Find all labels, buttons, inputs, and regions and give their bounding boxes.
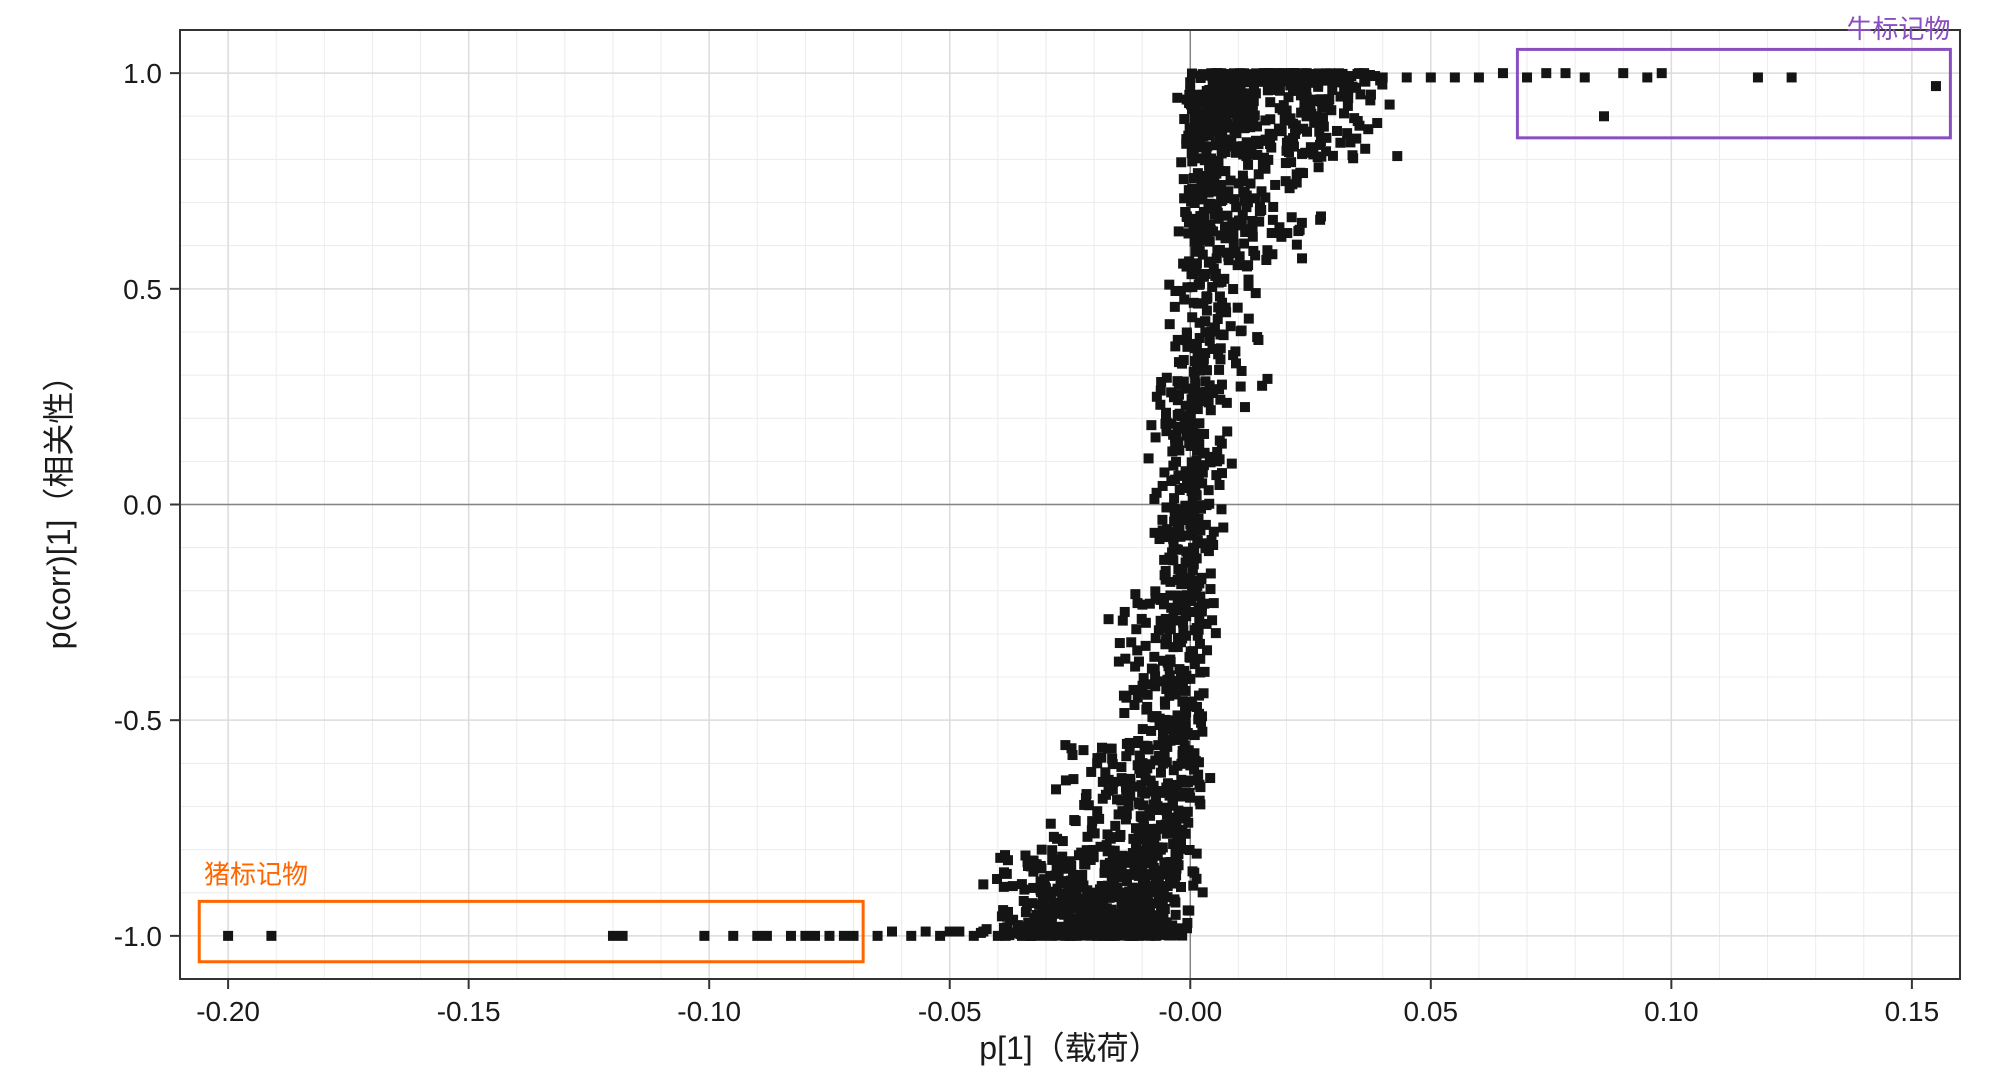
annotation-label-cow: 牛标记物 xyxy=(1846,14,1950,44)
x-tick-label: -0.00 xyxy=(1158,996,1222,1027)
y-tick-label: -0.5 xyxy=(114,705,162,736)
x-tick-label: -0.20 xyxy=(196,996,260,1027)
y-tick-label: 0.0 xyxy=(123,490,162,521)
x-tick-label: -0.10 xyxy=(677,996,741,1027)
x-tick-label: 0.05 xyxy=(1404,996,1459,1027)
x-tick-label: -0.05 xyxy=(918,996,982,1027)
chart-svg: -0.20 -0.15 -0.10 -0.05 -0.00 0.05 0.10 0.15 -1.… xyxy=(0,0,2000,1089)
x-tick-label: -0.15 xyxy=(437,996,501,1027)
y-tick-label: 1.0 xyxy=(123,58,162,89)
annotation-label-pig: 猪标记物 xyxy=(204,859,308,889)
y-axis-label: p(corr)[1]（相关性） xyxy=(41,360,77,650)
x-axis-label: p[1]（载荷） xyxy=(979,1030,1160,1066)
s-plot-chart: -0.20 -0.15 -0.10 -0.05 -0.00 0.05 0.10 0.15 -1.… xyxy=(0,0,2000,1089)
y-tick-label: 0.5 xyxy=(123,274,162,305)
x-tick-label: 0.10 xyxy=(1644,996,1699,1027)
y-tick-label: -1.0 xyxy=(114,921,162,952)
x-tick-label: 0.15 xyxy=(1885,996,1940,1027)
